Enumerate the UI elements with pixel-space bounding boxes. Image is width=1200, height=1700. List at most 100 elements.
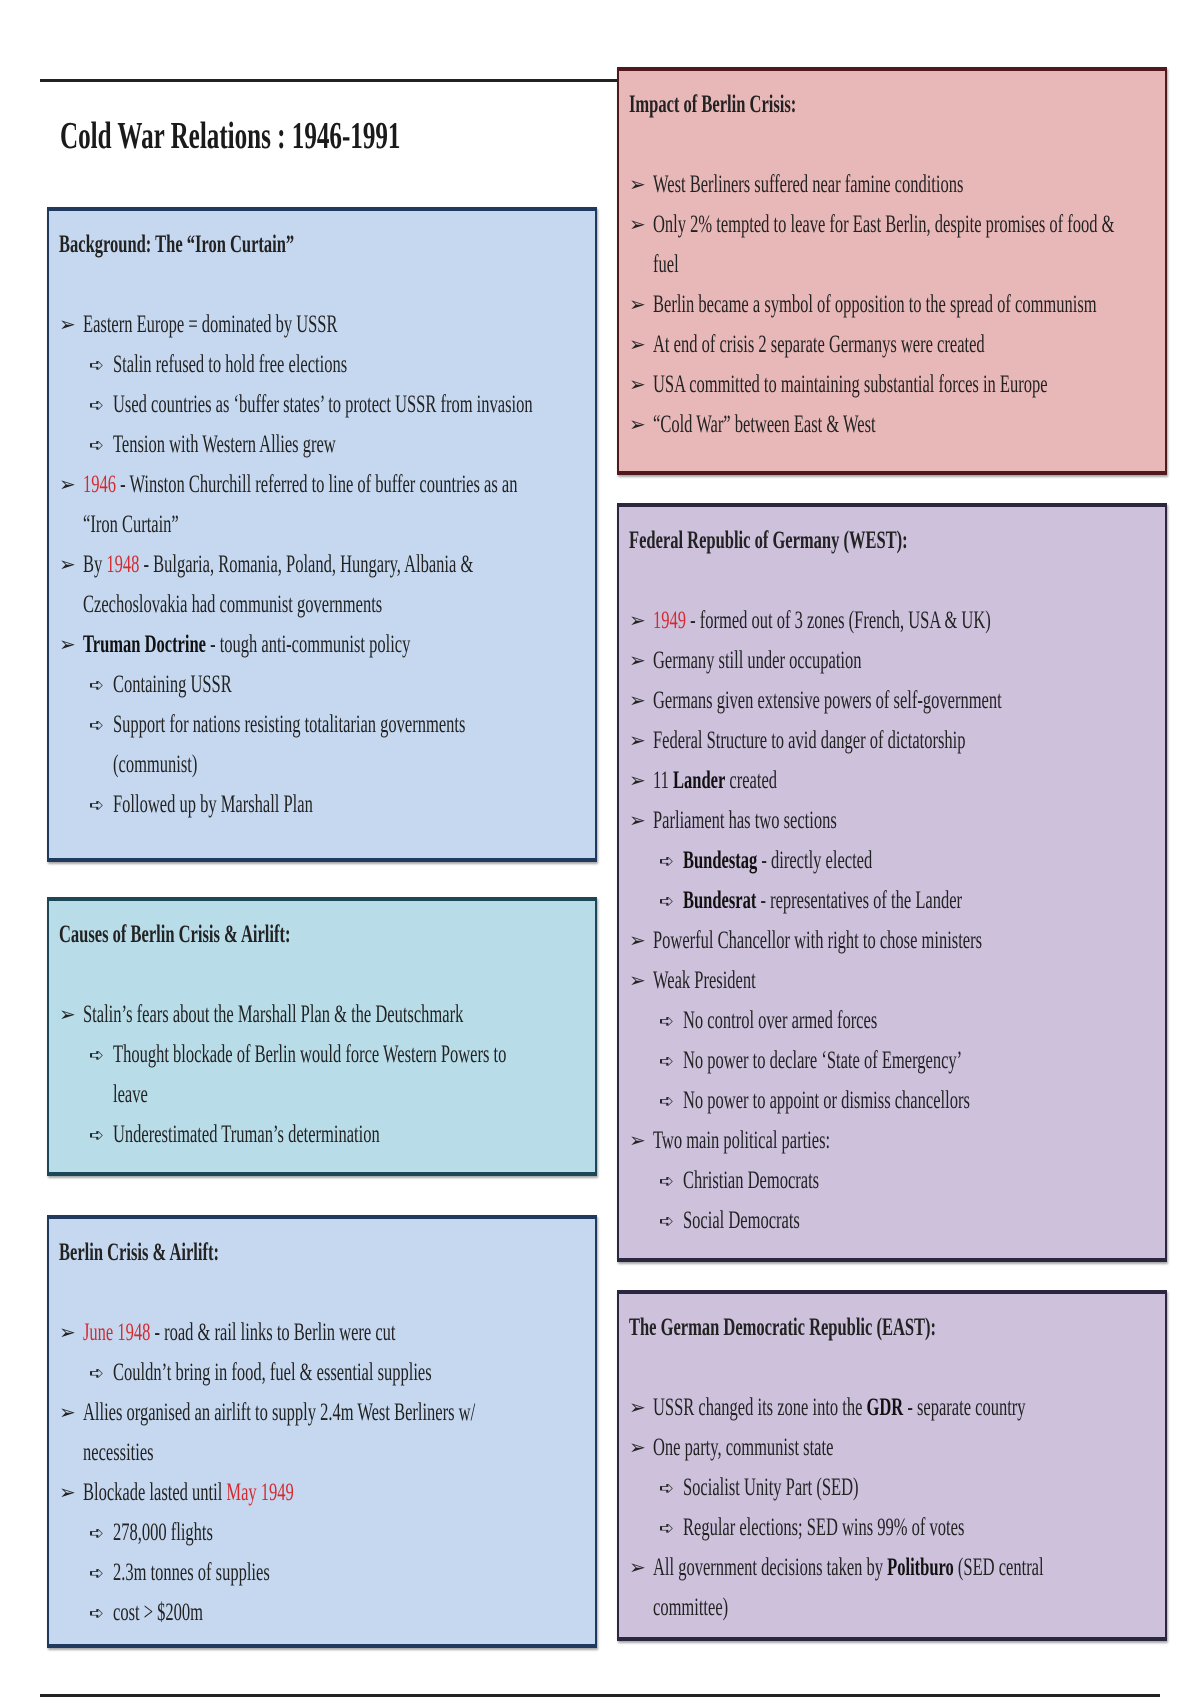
- outline-arrow-bullet-icon: ➪: [659, 851, 675, 871]
- outline-arrow-bullet-icon: ➪: [89, 395, 105, 415]
- arrowhead-bullet-icon: ➢: [59, 1004, 76, 1026]
- text-segment: Underestimated Truman’s determination: [113, 1121, 380, 1148]
- bullet-text: Followed up by Marshall Plan: [113, 785, 313, 825]
- text-segment: One party, communist state: [653, 1434, 834, 1461]
- bullet-item: ➢ Stalin’s fears about the Marshall Plan …: [49, 995, 595, 1035]
- impact-berlin-crisis-box: Impact of Berlin Crisis: ➢ West Berliners …: [617, 67, 1167, 475]
- text-segment: At end of crisis 2 separate Germanys wer…: [653, 331, 985, 358]
- bullet-item: ➢ Weak President: [619, 961, 1165, 1001]
- bullet-continuation-text: Czechoslovakia had communist governments: [83, 591, 383, 618]
- bullet-text: 1949 - formed out of 3 zones (French, US…: [653, 601, 991, 641]
- outline-arrow-bullet-icon: ➪: [659, 1051, 675, 1071]
- bullet-item: ➢ 1946 - Winston Churchill referred to li…: [49, 465, 595, 505]
- arrowhead-bullet-icon: ➢: [629, 1437, 646, 1459]
- spacer: [619, 561, 1165, 601]
- bullet-item: ➪ Thought blockade of Berlin would force …: [49, 1035, 595, 1075]
- bullet-text: No power to declare ‘State of Emergency’: [683, 1041, 962, 1081]
- berlin-crisis-airlift-box: Berlin Crisis & Airlift: ➢ June 1948 - roa…: [47, 1215, 597, 1648]
- text-segment: Parliament has two sections: [653, 807, 837, 834]
- bullet-item: ➪ Used countries as ‘buffer states’ to pr…: [49, 385, 595, 425]
- spacer: [49, 1273, 595, 1313]
- federal-republic-west-box: Federal Republic of Germany (WEST): ➢ 1949…: [617, 503, 1167, 1262]
- arrowhead-bullet-icon: ➢: [629, 930, 646, 952]
- arrowhead-bullet-icon: ➢: [629, 334, 646, 356]
- bullet-item: ➢ At end of crisis 2 separate Germanys we…: [619, 325, 1165, 365]
- text-segment: Only 2% tempted to leave for East Berlin…: [653, 211, 1115, 238]
- spacer: [619, 125, 1165, 165]
- arrowhead-bullet-icon: ➢: [629, 414, 646, 436]
- text-segment: - Winston Churchill referred to line of …: [116, 471, 518, 498]
- bullet-text: Couldn’t bring in food, fuel & essential…: [113, 1353, 432, 1393]
- text-segment: Powerful Chancellor with right to chose …: [653, 927, 983, 954]
- bullet-item: ➢ One party, communist state: [619, 1428, 1165, 1468]
- bullet-item: ➪ Christian Democrats: [619, 1161, 1165, 1201]
- bullet-text: USA committed to maintaining substantial…: [653, 365, 1048, 405]
- box-title-text: Causes of Berlin Crisis & Airlift:: [59, 921, 291, 948]
- bullet-text: June 1948 - road & rail links to Berlin …: [83, 1313, 396, 1353]
- bullet-text: All government decisions taken by Politb…: [653, 1548, 1044, 1588]
- bold-term: Lander: [673, 767, 726, 794]
- text-segment: - representatives of the Lander: [756, 887, 963, 914]
- bullet-text: Weak President: [653, 961, 756, 1001]
- bullet-continuation-text: fuel: [653, 251, 679, 278]
- bullet-item: ➪ Social Democrats: [619, 1201, 1165, 1241]
- text-segment: Berlin became a symbol of opposition to …: [653, 291, 1097, 318]
- spacer: [49, 955, 595, 995]
- bullet-item: ➢ Eastern Europe = dominated by USSR: [49, 305, 595, 345]
- german-democratic-republic-east-box: The German Democratic Republic (EAST): ➢ U…: [617, 1290, 1167, 1641]
- bullet-item: ➪ No control over armed forces: [619, 1001, 1165, 1041]
- bold-term: Truman Doctrine: [83, 631, 206, 658]
- arrowhead-bullet-icon: ➢: [59, 314, 76, 336]
- text-segment: Containing USSR: [113, 671, 232, 698]
- bullet-text: Support for nations resisting totalitari…: [113, 705, 465, 745]
- outline-arrow-bullet-icon: ➪: [659, 1518, 675, 1538]
- outline-arrow-bullet-icon: ➪: [89, 1125, 105, 1145]
- text-segment: “Cold War” between East & West: [653, 411, 876, 438]
- bullet-item: ➢ Powerful Chancellor with right to chose…: [619, 921, 1165, 961]
- bullet-text: cost > $200m: [113, 1593, 203, 1633]
- outline-arrow-bullet-icon: ➪: [659, 1171, 675, 1191]
- bullet-text: Eastern Europe = dominated by USSR: [83, 305, 337, 345]
- text-segment: Stalin’s fears about the Marshall Plan &…: [83, 1001, 464, 1028]
- arrowhead-bullet-icon: ➢: [59, 554, 76, 576]
- bullet-text: Stalin’s fears about the Marshall Plan &…: [83, 995, 463, 1035]
- text-segment: - formed out of 3 zones (French, USA & U…: [686, 607, 991, 634]
- box-title-text: Impact of Berlin Crisis:: [629, 91, 797, 118]
- bullet-item: ➢ 1949 - formed out of 3 zones (French, U…: [619, 601, 1165, 641]
- bullet-continuation-text: necessities: [83, 1439, 154, 1466]
- text-segment: Followed up by Marshall Plan: [113, 791, 313, 818]
- bullet-continuation: leave: [49, 1075, 595, 1115]
- bullet-item: ➪ No power to declare ‘State of Emergency…: [619, 1041, 1165, 1081]
- bold-term: GDR: [866, 1394, 904, 1421]
- bullet-text: Parliament has two sections: [653, 801, 837, 841]
- bullet-item: ➢ Two main political parties:: [619, 1121, 1165, 1161]
- text-segment: 2.3m tonnes of supplies: [113, 1559, 270, 1586]
- arrowhead-bullet-icon: ➢: [629, 730, 646, 752]
- bullet-item: ➢ USA committed to maintaining substantia…: [619, 365, 1165, 405]
- highlighted-date: June 1948: [83, 1319, 151, 1346]
- text-segment: By: [83, 551, 107, 578]
- bullet-item: ➪ Bundestag - directly elected: [619, 841, 1165, 881]
- bullet-text: Truman Doctrine - tough anti-communist p…: [83, 625, 410, 665]
- bullet-text: USSR changed its zone into the GDR - sep…: [653, 1388, 1026, 1428]
- text-segment: Socialist Unity Part (SED): [683, 1474, 859, 1501]
- bold-term: Politburo: [887, 1554, 954, 1581]
- bullet-text: 1946 - Winston Churchill referred to lin…: [83, 465, 517, 505]
- bullet-item: ➪ Containing USSR: [49, 665, 595, 705]
- text-segment: - directly elected: [757, 847, 873, 874]
- text-segment: Christian Democrats: [683, 1167, 820, 1194]
- bullet-continuation-text: “Iron Curtain”: [83, 511, 179, 538]
- text-segment: USSR changed its zone into the: [653, 1394, 867, 1421]
- bullet-item: ➢ Allies organised an airlift to supply 2…: [49, 1393, 595, 1433]
- arrowhead-bullet-icon: ➢: [59, 634, 76, 656]
- arrowhead-bullet-icon: ➢: [59, 1322, 76, 1344]
- box-title: The German Democratic Republic (EAST):: [619, 1308, 1165, 1348]
- bullet-text: Blockade lasted until May 1949: [83, 1473, 294, 1513]
- text-segment: Couldn’t bring in food, fuel & essential…: [113, 1359, 432, 1386]
- text-segment: Used countries as ‘buffer states’ to pro…: [113, 391, 533, 418]
- arrowhead-bullet-icon: ➢: [629, 214, 646, 236]
- highlighted-date: May 1949: [226, 1479, 294, 1506]
- bullet-text: Bundestag - directly elected: [683, 841, 872, 881]
- bullet-text: Germans given extensive powers of self-g…: [653, 681, 1002, 721]
- outline-arrow-bullet-icon: ➪: [659, 1211, 675, 1231]
